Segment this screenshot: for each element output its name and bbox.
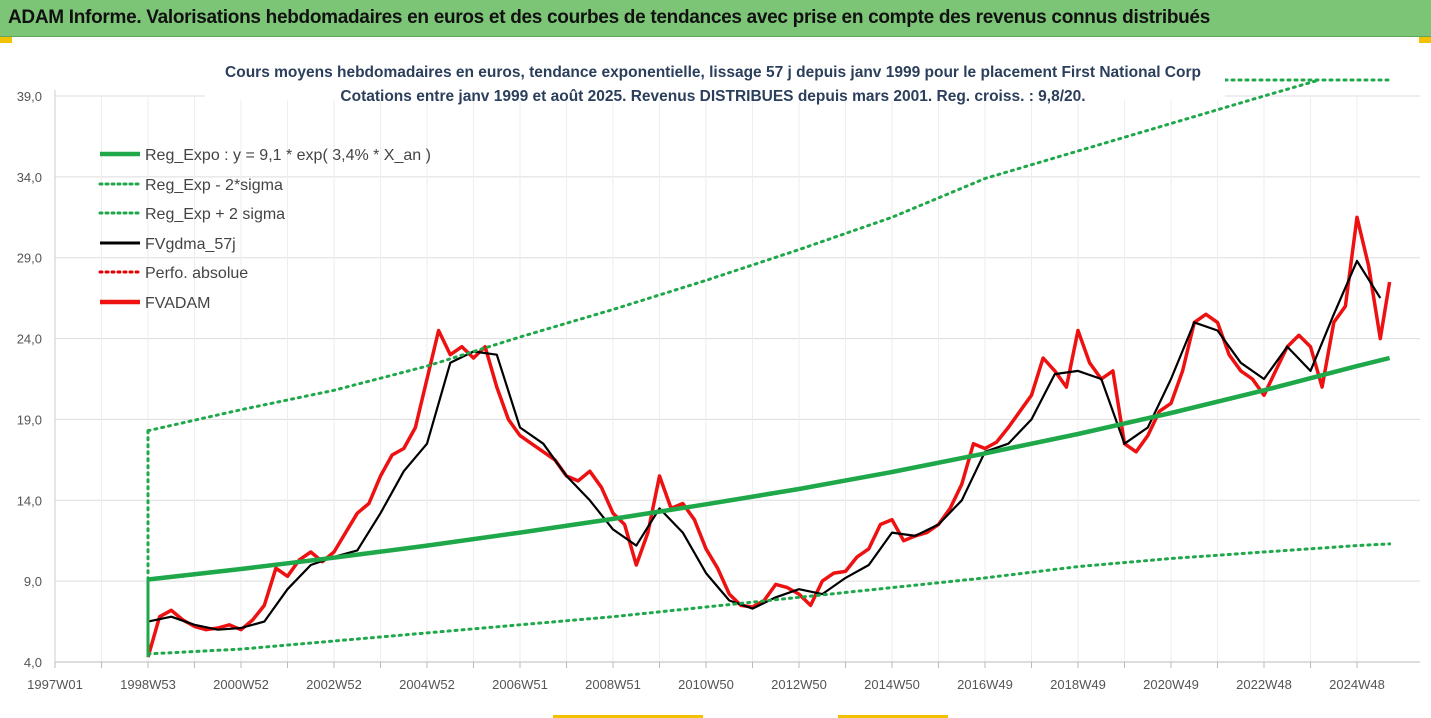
series-fvgdma-57j [147, 259, 1382, 631]
x-tick-label: 2006W51 [492, 677, 548, 692]
x-tick-label: 2000W52 [213, 677, 269, 692]
corner-mark-left [0, 37, 12, 43]
x-tick-label: 2004W52 [399, 677, 455, 692]
x-tick-label: 2016W49 [957, 677, 1013, 692]
y-tick-label: 4,0 [24, 655, 42, 670]
legend-label-series-reg-exp-minus-2sigma: Reg_Exp - 2*sigma [145, 177, 283, 194]
y-tick-label: 29,0 [17, 251, 42, 266]
chart-series [146, 78, 1392, 658]
x-tick-label: 2020W49 [1143, 677, 1199, 692]
series-fvadam [146, 215, 1392, 658]
x-tick-label: 2018W49 [1050, 677, 1106, 692]
title-backdrop [205, 54, 1225, 100]
x-tick-label: 2002W52 [306, 677, 362, 692]
legend-label-series-fvgdma-57j: FVgdma_57j [145, 236, 236, 253]
series-reg-expo [147, 355, 1391, 582]
x-tick-label: 2008W51 [585, 677, 641, 692]
bottom-mark [838, 715, 948, 718]
x-tick-label: 2024W48 [1329, 677, 1385, 692]
corner-mark-right [1419, 37, 1431, 43]
series-clip-group [146, 80, 1392, 658]
y-tick-label: 34,0 [17, 170, 42, 185]
x-tick-label: 1998W53 [120, 677, 176, 692]
y-tick-label: 39,0 [17, 89, 42, 104]
x-tick-label: 1997W01 [27, 677, 83, 692]
y-tick-label: 24,0 [17, 332, 42, 347]
chart-legend: Reg_Expo : y = 9,1 * exp( 3,4% * X_an ) R… [98, 147, 431, 312]
legend-label-series-perfo-absolue: Perfo. absolue [145, 265, 248, 282]
x-tick-label: 2022W48 [1236, 677, 1292, 692]
y-tick-label: 9,0 [24, 574, 42, 589]
report-banner: ADAM Informe. Valorisations hebdomadaire… [0, 0, 1431, 37]
report-title: ADAM Informe. Valorisations hebdomadaire… [8, 7, 1210, 28]
legend-label-series-reg-expo: Reg_Expo : y = 9,1 * exp( 3,4% * X_an ) [145, 147, 431, 164]
chart-title-line-2: Cotations entre janv 1999 et août 2025. … [340, 88, 1085, 105]
series-reg-exp-minus-2sigma [146, 542, 1392, 656]
x-tick-label: 2010W50 [678, 677, 734, 692]
y-tick-label: 19,0 [17, 412, 42, 427]
legend-label-series-fvadam: FVADAM [145, 295, 210, 312]
chart-title-line-1: Cours moyens hebdomadaires en euros, ten… [225, 64, 1201, 81]
x-tick-label: 2014W50 [864, 677, 920, 692]
chart-title: Cours moyens hebdomadaires en euros, ten… [205, 54, 1225, 105]
series-reg-exp-plus-2sigma [146, 80, 1322, 433]
y-tick-label: 14,0 [17, 493, 42, 508]
bottom-mark [553, 715, 703, 718]
x-tick-label: 2012W50 [771, 677, 827, 692]
chart-axes: 4,0 9,0 14,0 19,0 24,0 29,0 34,0 39,0 1997W01 199… [17, 89, 1420, 692]
legend-label-series-reg-exp-plus-2sigma: Reg_Exp + 2 sigma [145, 206, 285, 223]
